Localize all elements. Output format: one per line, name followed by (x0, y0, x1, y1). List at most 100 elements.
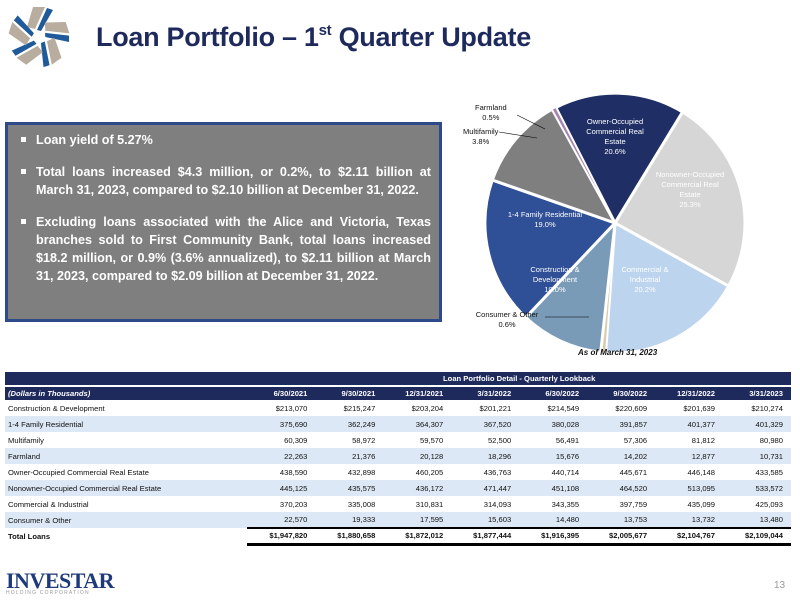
slice-commercial-industrial (603, 220, 731, 355)
table-row: Farmland 22,263 21,376 20,128 18,296 15,676 14… (5, 448, 791, 464)
label-1-4-family: 1-4 Family Residential 19.0% (507, 210, 583, 229)
cell-value: $1,916,395 (519, 527, 588, 546)
bullet-loan-yield: Loan yield of 5.27% (18, 131, 431, 149)
cell-value: 397,759 (619, 499, 648, 509)
cell-value: $201,221 (479, 403, 512, 413)
row-label: Multifamily (8, 435, 44, 445)
cell-value: 375,690 (247, 416, 316, 432)
as-of-date: As of March 31, 2023 (578, 348, 658, 357)
table-super-header-row: Loan Portfolio Detail - Quarterly Lookba… (5, 372, 791, 387)
slice-1-4-family (483, 178, 618, 320)
cell-value: 440,714 (551, 467, 580, 477)
cell-value: $201,639 (683, 403, 715, 413)
row-label: Nonowner-Occupied Commercial Real Estate (5, 480, 248, 496)
cell-value: 401,377 (655, 416, 723, 432)
table-header-row: (Dollars in Thousands) 6/30/2021 9/30/20… (5, 386, 791, 400)
label-owner-occupied: Owner-Occupied Commercial Real Estate 20.6% (586, 117, 644, 156)
cell-value: 391,857 (587, 416, 656, 432)
column-header: 9/30/2022 (587, 386, 656, 400)
table-row: Consumer & Other 22,570 19,333 17,595 15,603… (5, 512, 791, 528)
cell-value: 15,676 (519, 448, 588, 464)
cell-value: $1,877,444 (451, 527, 520, 546)
cell-value: 435,575 (315, 480, 384, 496)
investar-logo-subtitle: HOLDING CORPORATION (6, 590, 90, 596)
cell-value: 436,763 (483, 467, 512, 477)
cell-value: 10,731 (723, 448, 791, 464)
table-row: 1-4 Family Residential 375,690 362,249 364,… (5, 416, 791, 432)
cell-value: 362,249 (315, 416, 384, 432)
cell-value: 80,980 (759, 435, 783, 445)
cell-value: 335,008 (347, 499, 376, 509)
table-body: Construction & Development $213,070 $215,2… (5, 400, 791, 546)
cell-value: 22,570 (247, 512, 316, 528)
cell-value: $220,609 (615, 403, 648, 413)
column-header: 12/31/2021 (383, 386, 452, 400)
cell-value: 471,447 (451, 480, 520, 496)
cell-value: $1,872,012 (383, 527, 452, 546)
table-row: Nonowner-Occupied Commercial Real Estate… (5, 480, 791, 496)
label-construction-development: Construction & Development 10.0% (530, 265, 580, 294)
slice-construction-development (523, 218, 617, 354)
highlights-box: Loan yield of 5.27% Total loans increase… (5, 122, 442, 322)
cell-value: 380,028 (519, 416, 588, 432)
label-farmland: Farmland 0.5% (475, 103, 507, 122)
cell-value: 445,671 (619, 467, 648, 477)
cell-value: 18,296 (451, 448, 520, 464)
cell-value: 343,355 (551, 499, 580, 509)
page-number: 13 (774, 580, 786, 591)
row-label: Farmland (5, 448, 248, 464)
cell-value: $213,070 (275, 403, 308, 413)
column-header: 9/30/2021 (315, 386, 384, 400)
page-title: Loan Portfolio – 1st Quarter Update (96, 22, 531, 52)
row-label: Commercial & Industrial (8, 499, 89, 509)
cell-value: 14,480 (519, 512, 588, 528)
column-header: 6/30/2021 (247, 386, 316, 400)
label-nonowner-occupied: Nonowner-Occupied Commercial Real Estate 25… (655, 170, 725, 209)
row-label: Owner-Occupied Commercial Real Estate (8, 467, 149, 477)
cell-value: 432,898 (347, 467, 376, 477)
cell-value: 59,570 (420, 435, 444, 445)
cell-value: 513,095 (655, 480, 723, 496)
cell-value: 13,480 (723, 512, 791, 528)
cell-value: 314,093 (483, 499, 512, 509)
cell-value: 19,333 (315, 512, 384, 528)
cell-value: 435,099 (687, 499, 715, 509)
cell-value: 15,603 (451, 512, 520, 528)
column-header: 6/30/2022 (519, 386, 588, 400)
bullet-square-icon (21, 169, 26, 174)
loan-portfolio-table: Loan Portfolio Detail - Quarterly Lookba… (5, 372, 791, 546)
column-header: 3/31/2022 (451, 386, 520, 400)
cell-value: 433,585 (755, 467, 783, 477)
cell-value: $215,247 (343, 403, 376, 413)
cell-value: 17,595 (383, 512, 452, 528)
table-row: Commercial & Industrial 370,203 335,008 310… (5, 496, 791, 512)
cell-value: 464,520 (587, 480, 656, 496)
label-multifamily: Multifamily 3.8% (463, 127, 499, 146)
cell-value: 367,520 (451, 416, 520, 432)
slice-nonowner-occupied-cre (612, 109, 747, 289)
cell-value: 438,590 (279, 467, 308, 477)
label-commercial-industrial: Commercial & Industrial 20.2% (621, 265, 669, 294)
cell-value: 60,309 (284, 435, 308, 445)
cell-value: 364,307 (383, 416, 452, 432)
row-label: Construction & Development (8, 403, 105, 413)
slice-owner-occupied-cre (553, 91, 685, 227)
slice-farmland (551, 106, 616, 224)
cell-value: 12,877 (655, 448, 723, 464)
cell-value: 21,376 (315, 448, 384, 464)
bullet-excluding-loans: Excluding loans associated with the Alic… (18, 213, 431, 285)
slice-multifamily (490, 107, 619, 226)
cell-value: 451,108 (519, 480, 588, 496)
pie-svg (483, 91, 747, 355)
cell-value: $1,947,820 (247, 527, 316, 546)
cell-value: 401,329 (723, 416, 791, 432)
column-header: 3/31/2023 (723, 386, 791, 400)
cell-value: 13,753 (587, 512, 656, 528)
cell-value: $2,005,677 (587, 527, 656, 546)
cell-value: 425,093 (755, 499, 783, 509)
investar-logo: INVESTAR (6, 568, 115, 593)
column-header: 12/31/2022 (655, 386, 723, 400)
table-row: Multifamily 60,309 58,972 59,570 52,500 56,49… (5, 432, 791, 448)
bullet-total-loans: Total loans increased $4.3 million, or 0… (18, 163, 431, 199)
cell-value: $2,104,767 (655, 527, 723, 546)
